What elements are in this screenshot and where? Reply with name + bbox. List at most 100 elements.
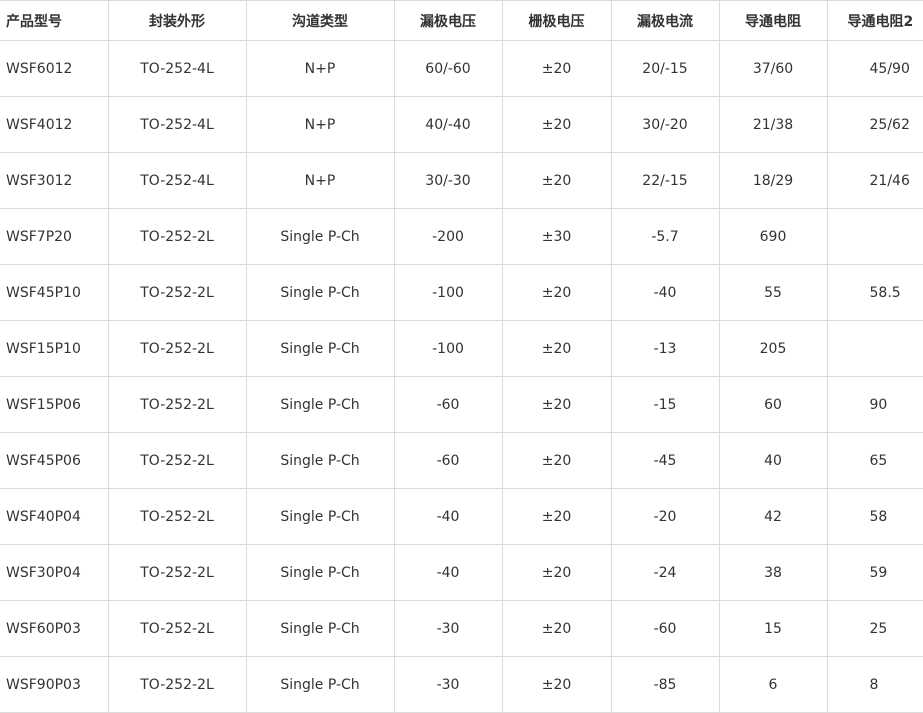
cell-channel-type: Single P-Ch [245,320,395,377]
cell-model: WSF60P03 [0,600,109,657]
cell-drain-current: -85 [610,656,720,713]
cell-on-resistance-2: 25 [826,600,923,657]
cell-on-resistance-2: 58.5 [826,264,923,321]
cell-model: WSF3012 [0,152,109,209]
table-row: WSF30P04 TO-252-2L Single P-Ch -40 ±20 -24 38 5… [0,544,923,601]
table-row: WSF45P10 TO-252-2L Single P-Ch -100 ±20 -40 55… [0,264,923,321]
cell-model: WSF4012 [0,96,109,153]
cell-channel-type: Single P-Ch [245,600,395,657]
cell-channel-type: Single P-Ch [245,656,395,713]
table-row: WSF4012 TO-252-4L N+P 40/-40 ±20 30/-20 21/38 2… [0,96,923,153]
cell-package: TO-252-2L [107,264,247,321]
cell-on-resistance-2: 59 [826,544,923,601]
cell-drain-current: -24 [610,544,720,601]
cell-gate-voltage: ±20 [501,96,612,153]
cell-on-resistance-2: 45/90 [826,40,923,97]
cell-channel-type: Single P-Ch [245,544,395,601]
cell-on-resistance-2: 21/46 [826,152,923,209]
cell-drain-current: -13 [610,320,720,377]
cell-package: TO-252-2L [107,320,247,377]
cell-gate-voltage: ±20 [501,320,612,377]
column-header-channel-type: 沟道类型 [245,0,395,41]
cell-on-resistance: 18/29 [718,152,828,209]
table-row: WSF90P03 TO-252-2L Single P-Ch -30 ±20 -85 6 8 [0,656,923,713]
cell-drain-current: 22/-15 [610,152,720,209]
cell-gate-voltage: ±20 [501,600,612,657]
table-row: WSF60P03 TO-252-2L Single P-Ch -30 ±20 -60 15 2… [0,600,923,657]
cell-gate-voltage: ±20 [501,488,612,545]
cell-package: TO-252-2L [107,432,247,489]
cell-package: TO-252-4L [107,40,247,97]
cell-package: TO-252-2L [107,376,247,433]
cell-drain-voltage: -100 [393,320,503,377]
cell-drain-voltage: -30 [393,656,503,713]
cell-drain-current: -15 [610,376,720,433]
cell-channel-type: N+P [245,40,395,97]
cell-on-resistance: 38 [718,544,828,601]
column-header-drain-current: 漏极电流 [610,0,720,41]
cell-model: WSF40P04 [0,488,109,545]
cell-channel-type: Single P-Ch [245,432,395,489]
cell-drain-voltage: -40 [393,488,503,545]
cell-drain-voltage: -100 [393,264,503,321]
cell-on-resistance: 15 [718,600,828,657]
cell-package: TO-252-2L [107,656,247,713]
cell-model: WSF7P20 [0,208,109,265]
table-row: WSF3012 TO-252-4L N+P 30/-30 ±20 22/-15 18/29 2… [0,152,923,209]
cell-on-resistance-2: 65 [826,432,923,489]
cell-model: WSF45P06 [0,432,109,489]
cell-drain-voltage: -40 [393,544,503,601]
column-header-on-resistance: 导通电阻 [718,0,828,41]
cell-on-resistance: 21/38 [718,96,828,153]
cell-on-resistance: 42 [718,488,828,545]
cell-on-resistance: 6 [718,656,828,713]
cell-gate-voltage: ±20 [501,264,612,321]
table-row: WSF15P06 TO-252-2L Single P-Ch -60 ±20 -15 60 9… [0,376,923,433]
cell-drain-current: -45 [610,432,720,489]
cell-on-resistance: 55 [718,264,828,321]
cell-package: TO-252-2L [107,600,247,657]
cell-drain-voltage: 30/-30 [393,152,503,209]
cell-on-resistance-2: 58 [826,488,923,545]
cell-gate-voltage: ±20 [501,544,612,601]
cell-package: TO-252-2L [107,544,247,601]
column-header-model: 产品型号 [0,0,109,41]
cell-on-resistance-2: 90 [826,376,923,433]
cell-drain-current: -60 [610,600,720,657]
cell-drain-voltage: 40/-40 [393,96,503,153]
cell-drain-voltage: -60 [393,432,503,489]
table-header-row: 产品型号 封装外形 沟道类型 漏极电压 栅极电压 漏极电流 导通电阻 导通电阻2 [0,0,923,41]
cell-model: WSF15P10 [0,320,109,377]
cell-on-resistance-2 [826,320,923,377]
cell-package: TO-252-2L [107,208,247,265]
cell-drain-current: -40 [610,264,720,321]
cell-drain-current: -5.7 [610,208,720,265]
cell-channel-type: Single P-Ch [245,488,395,545]
cell-gate-voltage: ±30 [501,208,612,265]
cell-channel-type: Single P-Ch [245,376,395,433]
cell-on-resistance: 690 [718,208,828,265]
column-header-drain-voltage: 漏极电压 [393,0,503,41]
cell-model: WSF30P04 [0,544,109,601]
cell-package: TO-252-4L [107,152,247,209]
cell-gate-voltage: ±20 [501,152,612,209]
cell-model: WSF6012 [0,40,109,97]
cell-gate-voltage: ±20 [501,376,612,433]
cell-model: WSF45P10 [0,264,109,321]
cell-drain-voltage: -200 [393,208,503,265]
table-row: WSF40P04 TO-252-2L Single P-Ch -40 ±20 -20 42 5… [0,488,923,545]
cell-drain-voltage: -30 [393,600,503,657]
cell-package: TO-252-4L [107,96,247,153]
column-header-package: 封装外形 [107,0,247,41]
cell-on-resistance: 205 [718,320,828,377]
cell-drain-current: 20/-15 [610,40,720,97]
cell-channel-type: Single P-Ch [245,208,395,265]
table-row: WSF7P20 TO-252-2L Single P-Ch -200 ±30 -5.7 69… [0,208,923,265]
cell-model: WSF15P06 [0,376,109,433]
cell-on-resistance-2: 25/62 [826,96,923,153]
column-header-gate-voltage: 栅极电压 [501,0,612,41]
cell-on-resistance: 60 [718,376,828,433]
table-row: WSF6012 TO-252-4L N+P 60/-60 ±20 20/-15 37/60 4… [0,40,923,97]
table-row: WSF15P10 TO-252-2L Single P-Ch -100 ±20 -13 20… [0,320,923,377]
